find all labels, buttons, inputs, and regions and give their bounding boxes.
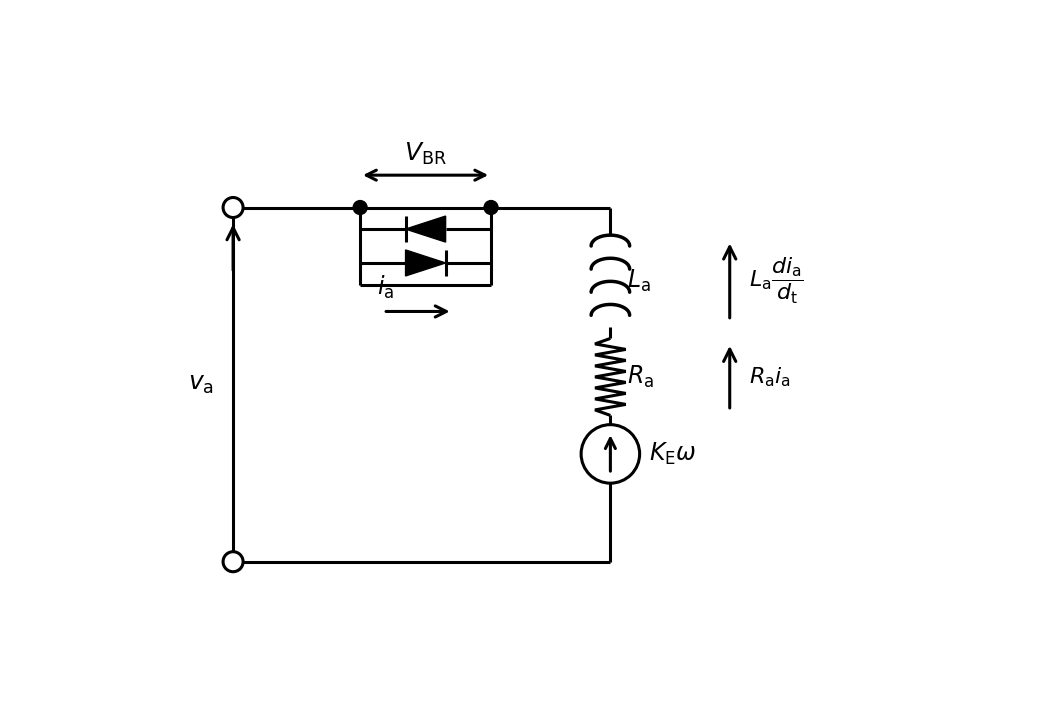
Circle shape bbox=[484, 201, 498, 214]
Circle shape bbox=[223, 198, 243, 218]
Text: $i_{\mathrm{a}}$: $i_{\mathrm{a}}$ bbox=[378, 274, 394, 301]
Text: $K_{\mathrm{E}}\omega$: $K_{\mathrm{E}}\omega$ bbox=[649, 441, 697, 467]
Text: $L_{\mathrm{a}}\dfrac{di_{\mathrm{a}}}{d_{\mathrm{t}}}$: $L_{\mathrm{a}}\dfrac{di_{\mathrm{a}}}{d… bbox=[749, 255, 804, 306]
Text: $R_{\mathrm{a}}i_{\mathrm{a}}$: $R_{\mathrm{a}}i_{\mathrm{a}}$ bbox=[749, 365, 791, 389]
Text: $V_{\mathrm{BR}}$: $V_{\mathrm{BR}}$ bbox=[405, 141, 447, 167]
Circle shape bbox=[223, 552, 243, 571]
Text: $L_{\mathrm{a}}$: $L_{\mathrm{a}}$ bbox=[627, 267, 651, 294]
Polygon shape bbox=[406, 250, 445, 276]
Text: $v_{\mathrm{a}}$: $v_{\mathrm{a}}$ bbox=[188, 373, 214, 396]
Polygon shape bbox=[406, 216, 445, 242]
Circle shape bbox=[354, 201, 367, 214]
Text: $R_{\mathrm{a}}$: $R_{\mathrm{a}}$ bbox=[627, 364, 654, 390]
